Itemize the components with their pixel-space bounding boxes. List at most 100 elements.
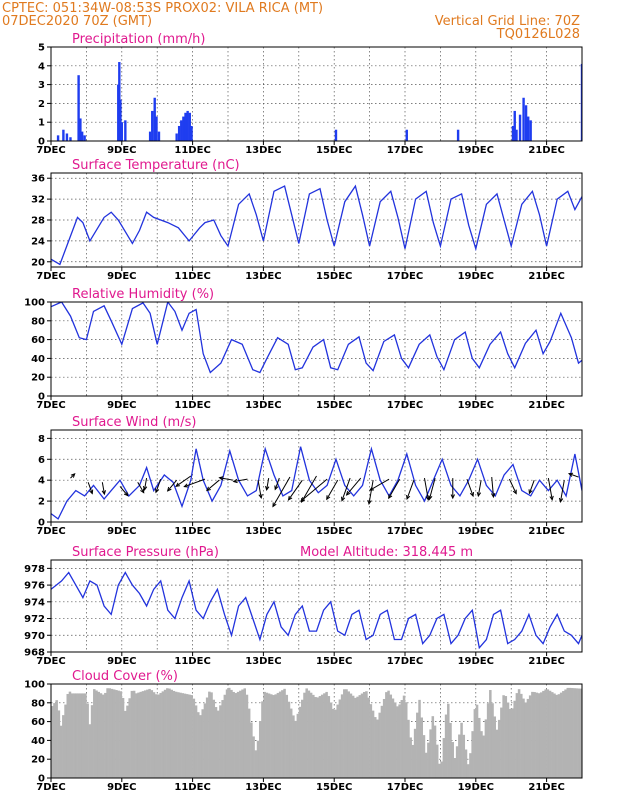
precip-bar (80, 131, 84, 141)
cloud-bar (146, 689, 149, 778)
cloud-bar (93, 689, 96, 778)
cloud-bar (124, 710, 127, 778)
pres-title: Surface Pressure (hPa) (72, 545, 219, 560)
temp-plot-area (51, 184, 582, 266)
cloud-bar (181, 693, 185, 778)
cloud-bar (112, 689, 116, 778)
pres-plot-area (51, 571, 582, 650)
rh-title: Relative Humidity (%) (72, 287, 214, 302)
cloud-bar (334, 709, 337, 778)
wind-arrow (406, 480, 415, 501)
wind-title: Surface Wind (m/s) (72, 415, 196, 430)
cloud-bar (250, 722, 253, 778)
cloud-bar (263, 691, 266, 778)
cloud-bar (378, 712, 381, 778)
wind-arrow-head (155, 488, 160, 494)
wind-arrow (508, 478, 517, 495)
wind-arrow (155, 478, 162, 494)
wind-arrow-head (123, 491, 129, 497)
cloud-bar (141, 691, 145, 778)
temp-series-line (51, 184, 582, 266)
wind-arrow-shaft (184, 478, 206, 488)
wind-arrow (166, 479, 178, 492)
cloud-bar (126, 705, 129, 778)
wind-arrow-head (287, 495, 293, 501)
precip-bar (177, 125, 181, 141)
precip-bar (56, 135, 60, 141)
cloud-bar (418, 699, 421, 778)
cloud-bar (551, 692, 554, 778)
cloud-bar (405, 702, 408, 778)
cloud-bar (254, 750, 258, 778)
wind-arrow (345, 477, 362, 496)
rh-ytick-label: 40 (31, 354, 45, 365)
cloud-bar (506, 702, 510, 778)
cloud-bar (537, 693, 541, 778)
cloud-bar (389, 694, 393, 778)
pres-series-line (51, 571, 582, 650)
cloud-bar (163, 689, 167, 778)
cloud-xtick-label: 19DEC (458, 782, 494, 793)
cloud-bar (55, 700, 58, 778)
cloud-bar (245, 694, 249, 778)
cloud-panel: 0 20 40 60 80 100 7DEC 9DEC 11DEC 13DEC 15DEC 17DEC… (24, 669, 583, 793)
cloud-bar (179, 692, 182, 778)
cloud-bar (526, 698, 530, 778)
cloud-bar (210, 692, 213, 778)
cloud-bar (305, 688, 308, 778)
wind-arrow-shaft (341, 477, 351, 501)
pres-ytick-label: 972 (24, 614, 45, 625)
cloud-bar (168, 688, 171, 778)
cloud-bar (391, 698, 395, 778)
temp-xtick-label: 15DEC (316, 271, 352, 282)
precip-bar (529, 120, 532, 141)
cloud-bar (559, 692, 563, 778)
cloud-bar (517, 689, 521, 778)
wind-arrow-head (218, 476, 224, 481)
wind-arrow-head (490, 493, 496, 499)
cloud-bar (285, 694, 289, 778)
cloud-bar (130, 690, 134, 778)
rh-ytick-label: 0 (38, 392, 45, 403)
cloud-bar (75, 693, 78, 778)
cloud-bar (367, 697, 370, 778)
wind-arrow-shaft (167, 479, 178, 492)
cloud-bar (241, 689, 244, 778)
cloud-bar (68, 691, 72, 778)
wind-arrow (101, 482, 106, 496)
cloud-bar (557, 694, 561, 778)
cloud-bar (66, 693, 69, 778)
precip-xtick-label: 7DEC (36, 145, 65, 156)
wind-panel: 0 2 4 6 8 7DEC 9DEC 11DEC 13DEC 15DEC 17DEC 19DEC 21… (36, 415, 583, 537)
cloud-bar (407, 719, 410, 778)
cloud-bar (345, 689, 348, 778)
wind-xtick-label: 15DEC (316, 526, 352, 537)
pres-xtick-label: 19DEC (458, 656, 494, 667)
cloud-bar (553, 693, 556, 778)
rh-panel: 0 20 40 60 80 100 7DEC 9DEC 11DEC 13DEC 15DEC 17DEC… (24, 287, 583, 411)
cloud-bar (424, 752, 428, 778)
cloud-bar (515, 693, 519, 778)
precip-bar (405, 129, 408, 141)
wind-arrow-head (166, 486, 172, 492)
cloud-bar (402, 695, 406, 778)
cloud-bar (542, 690, 545, 778)
cloud-bar (449, 722, 452, 778)
cloud-bar (51, 706, 54, 778)
cloud-bar (261, 701, 264, 778)
wind-arrow-shaft (368, 480, 374, 504)
wind-arrow-shaft (137, 482, 145, 493)
wind-xtick-label: 9DEC (107, 526, 136, 537)
cloud-bar (376, 719, 379, 778)
wind-ytick-label: 2 (38, 497, 45, 508)
cloud-bar (340, 694, 344, 778)
cloud-bar (338, 699, 342, 778)
precip-bar (69, 137, 72, 141)
wind-arrow-shaft (206, 479, 220, 491)
cloud-bar (170, 689, 173, 778)
precip-bar (83, 135, 86, 141)
cloud-bar (568, 687, 572, 778)
pres-xtick-label: 7DEC (36, 656, 65, 667)
cloud-bar (464, 749, 468, 778)
cloud-bar (522, 698, 525, 778)
